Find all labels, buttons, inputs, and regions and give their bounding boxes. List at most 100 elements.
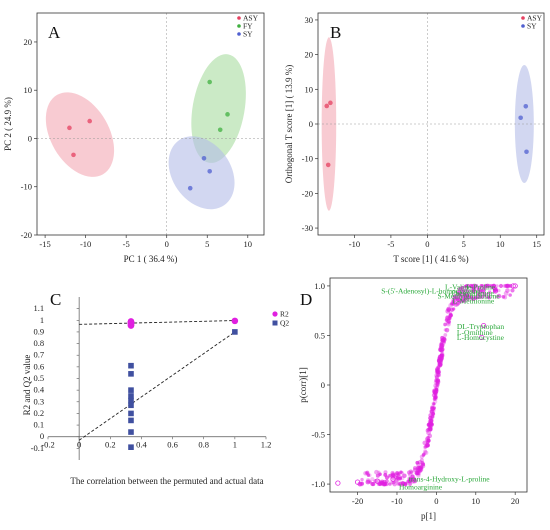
data-point — [450, 300, 456, 305]
data-point — [382, 481, 387, 487]
data-point — [482, 286, 487, 291]
data-point — [458, 292, 462, 297]
y-axis-label: p(corr)[1] — [298, 367, 308, 402]
data-point — [446, 321, 451, 327]
data-point — [404, 481, 408, 486]
data-point — [510, 288, 515, 293]
data-point — [408, 476, 413, 482]
data-point — [422, 440, 427, 446]
confidence-ellipse-sy — [168, 136, 235, 210]
data-point-asy — [328, 100, 333, 106]
data-point — [412, 478, 417, 483]
data-point — [481, 288, 486, 294]
data-point — [427, 420, 432, 424]
data-point — [444, 318, 449, 322]
data-point-sy — [201, 155, 207, 161]
data-point — [496, 293, 502, 299]
data-point — [434, 375, 439, 380]
data-point — [451, 298, 456, 303]
annotation-label: L-Homocystine — [457, 333, 505, 342]
data-point — [402, 473, 407, 479]
panel-label: C — [50, 290, 61, 309]
data-point-asy — [67, 125, 72, 131]
data-point — [422, 452, 426, 457]
data-point — [431, 411, 435, 416]
legend-marker — [237, 16, 241, 20]
panel-D: -20 -10 0 10 20 -1.0 -0.5 0 0.5 1.0 L-ValineL-Prol… — [298, 277, 528, 521]
data-point — [430, 406, 435, 411]
data-point — [416, 462, 421, 467]
x-tick-label: 0.6 — [167, 440, 178, 450]
data-point — [388, 482, 393, 486]
panel-C: -0.2 0 0.2 0.4 0.6 0.8 1 1.2-0.100.10.20.30.40.… — [22, 290, 289, 486]
confidence-ellipse-asy — [321, 37, 337, 211]
data-point — [377, 470, 381, 474]
data-point — [491, 283, 496, 288]
y-tick-label: -0.1 — [31, 443, 44, 453]
x-tick-label: -20 — [352, 496, 363, 506]
y-tick-label: 0.8 — [34, 338, 45, 348]
data-point — [443, 322, 447, 327]
legend-marker — [521, 24, 525, 28]
highlight-marker — [335, 480, 341, 486]
data-point — [413, 466, 417, 470]
y-tick-label: 1.1 — [34, 303, 45, 313]
data-point — [479, 287, 483, 292]
data-point — [487, 284, 491, 288]
data-point — [388, 473, 392, 478]
y-tick-label: -30 — [302, 223, 313, 233]
y-tick-label: 1.0 — [314, 281, 325, 291]
x-axis-label: PC 1 ( 36.4 %) — [124, 254, 178, 264]
data-point — [468, 295, 473, 300]
data-point — [443, 328, 447, 332]
x-tick-label: -10 — [391, 496, 402, 506]
data-point — [495, 284, 499, 288]
data-point — [445, 308, 451, 314]
data-point — [503, 283, 508, 289]
x-tick-label: -10 — [349, 239, 360, 249]
data-point — [400, 471, 404, 475]
data-point — [465, 292, 470, 298]
data-point — [468, 283, 474, 289]
data-point — [471, 287, 476, 292]
data-point — [419, 458, 424, 463]
y-tick-label: 0.9 — [34, 326, 45, 336]
data-point — [476, 286, 480, 291]
highlight-marker — [481, 322, 487, 329]
data-point — [408, 482, 412, 486]
data-point-q2 — [232, 329, 238, 335]
y-tick-label: -1.0 — [312, 479, 325, 489]
annotation-label: S-(5'-Adenosyl)-L-homocysteine — [381, 286, 481, 295]
x-tick-label: 10 — [472, 496, 481, 506]
data-point-q2 — [128, 417, 134, 424]
x-tick-label: 5 — [462, 239, 466, 249]
legend-label: SY — [527, 22, 537, 31]
y-tick-label: 0 — [40, 431, 44, 441]
x-tick-label: -10 — [80, 239, 91, 249]
y-tick-label: 0.1 — [34, 420, 45, 430]
legend-label: Q2 — [280, 319, 289, 328]
legend-marker — [272, 311, 278, 317]
data-point-asy — [71, 152, 76, 158]
x-tick-label: 10 — [496, 239, 505, 249]
data-point — [414, 470, 420, 476]
data-point — [448, 303, 453, 308]
annotation-label: trans-4-Hydroxy-L-proline — [409, 475, 490, 484]
data-point-r2 — [127, 322, 135, 329]
data-point — [402, 481, 408, 487]
data-point-q2 — [128, 429, 134, 435]
data-point — [365, 478, 371, 483]
data-point — [502, 284, 507, 288]
data-point — [445, 315, 450, 321]
x-tick-label: 0.8 — [198, 440, 209, 450]
data-point — [435, 368, 440, 373]
x-tick-label: 0 — [77, 440, 81, 450]
data-point-q2 — [128, 397, 134, 404]
data-point — [433, 383, 439, 389]
legend-marker — [237, 32, 241, 36]
data-point — [426, 430, 431, 436]
data-point — [455, 302, 459, 307]
annotation-label: Homoarginine — [399, 483, 443, 492]
confidence-ellipse-sy — [514, 65, 534, 183]
data-point — [505, 288, 510, 293]
